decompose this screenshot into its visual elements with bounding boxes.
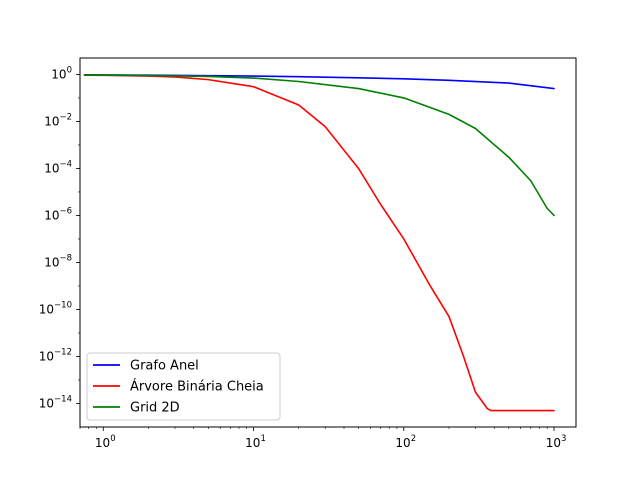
y-tick-label-0: 100 [51, 65, 72, 81]
axes-frame [79, 57, 577, 428]
y-tick-label-4: 10−8 [44, 253, 72, 269]
y-tick-label-6: 10−12 [39, 347, 72, 363]
x-tick-label-0: 100 [95, 434, 116, 450]
legend-label-3: Grid 2D [130, 401, 180, 416]
x-tick-label-1: 101 [245, 434, 266, 450]
legend-label-1: Grafo Anel [130, 359, 199, 374]
legend-box [86, 352, 281, 421]
y-tick-label-7: 10−14 [39, 394, 72, 410]
legend: Grafo Anel Árvore Binária Cheia Grid 2D [86, 352, 281, 421]
x-tick-label-2: 102 [395, 434, 416, 450]
y-tick-label-5: 10−10 [39, 300, 72, 316]
series-line-3 [83, 74, 555, 217]
x-axis: 100 101 102 103 [79, 427, 567, 450]
series-line-2 [83, 74, 555, 412]
y-tick-label-1: 10−2 [44, 112, 72, 128]
series-layer [83, 74, 555, 412]
legend-label-2: Árvore Binária Cheia [130, 379, 264, 395]
y-tick-label-2: 10−4 [44, 159, 72, 175]
y-tick-label-3: 10−6 [44, 206, 72, 222]
x-tick-label-3: 103 [546, 434, 567, 450]
y-axis: 100 10−2 10−4 10−6 10−8 10−10 10−12 10−14 [39, 65, 80, 410]
